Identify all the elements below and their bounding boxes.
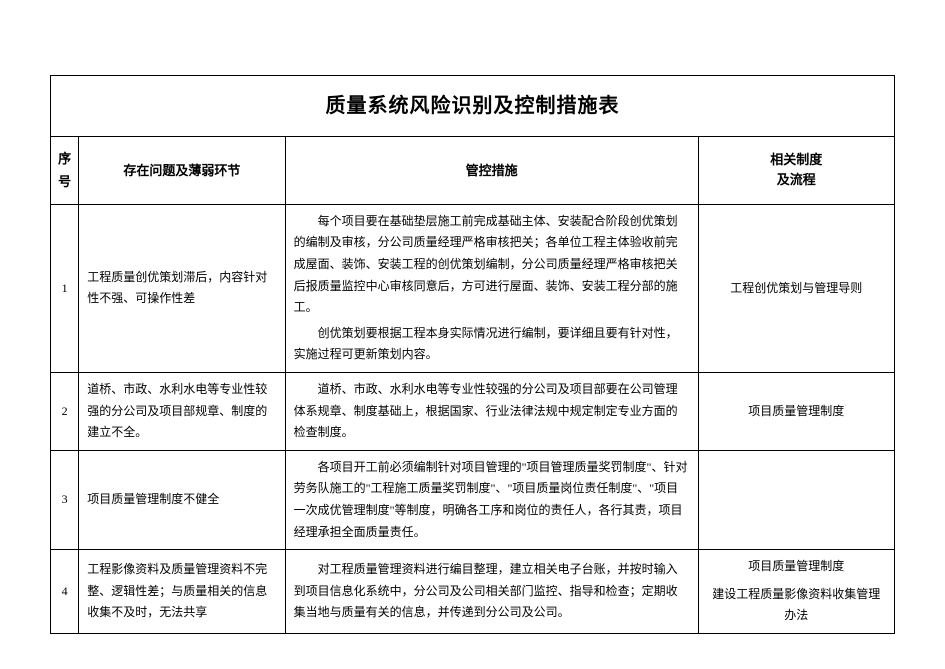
table-row: 4 工程影像资料及质量管理资料不完整、逻辑性差；与质量相关的信息收集不及时，无法… [51,550,895,634]
table-row: 1 工程质量创优策划滞后，内容针对性不强、可操作性差 每个项目要在基础垫层施工前… [51,204,895,372]
cell-measure: 道桥、市政、水利水电等专业性较强的分公司及项目部要在公司管理体系规章、制度基础上… [285,372,698,450]
header-row: 序号 存在问题及薄弱环节 管控措施 相关制度 及流程 [51,137,895,205]
header-system-line2: 及流程 [703,170,890,191]
cell-problem: 工程质量创优策划滞后，内容针对性不强、可操作性差 [79,204,285,372]
document-page: 质量系统风险识别及控制措施表 序号 存在问题及薄弱环节 管控措施 相关制度 及流… [50,75,895,634]
cell-measure: 对工程质量管理资料进行编目整理，建立相关电子台账，并按时输入到项目信息化系统中，… [285,550,698,634]
measure-paragraph: 每个项目要在基础垫层施工前完成基础主体、安装配合阶段创优策划的编制及审核，分公司… [294,211,690,319]
header-system: 相关制度 及流程 [698,137,894,205]
table-row: 3 项目质量管理制度不健全 各项目开工前必须编制针对项目管理的"项目管理质量奖罚… [51,450,895,549]
measure-paragraph: 创优策划要根据工程本身实际情况进行编制，要详细且要有针对性，实施过程可更新策划内… [294,323,690,366]
cell-problem: 项目质量管理制度不健全 [79,450,285,549]
risk-control-table: 质量系统风险识别及控制措施表 序号 存在问题及薄弱环节 管控措施 相关制度 及流… [50,75,895,634]
cell-system: 工程创优策划与管理导则 [698,204,894,372]
cell-problem: 道桥、市政、水利水电等专业性较强的分公司及项目部规章、制度的建立不全。 [79,372,285,450]
header-system-line1: 相关制度 [703,150,890,171]
header-seq: 序号 [51,137,79,205]
system-paragraph: 项目质量管理制度 [707,556,886,578]
table-row: 2 道桥、市政、水利水电等专业性较强的分公司及项目部规章、制度的建立不全。 道桥… [51,372,895,450]
title-row: 质量系统风险识别及控制措施表 [51,76,895,137]
cell-measure: 各项目开工前必须编制针对项目管理的"项目管理质量奖罚制度"、针对劳务队施工的"工… [285,450,698,549]
cell-system [698,450,894,549]
measure-paragraph: 各项目开工前必须编制针对项目管理的"项目管理质量奖罚制度"、针对劳务队施工的"工… [294,457,690,543]
header-measure: 管控措施 [285,137,698,205]
measure-paragraph: 道桥、市政、水利水电等专业性较强的分公司及项目部要在公司管理体系规章、制度基础上… [294,379,690,444]
cell-seq: 4 [51,550,79,634]
measure-paragraph: 对工程质量管理资料进行编目整理，建立相关电子台账，并按时输入到项目信息化系统中，… [294,559,690,624]
system-paragraph: 建设工程质量影像资料收集管理办法 [707,584,886,627]
table-title: 质量系统风险识别及控制措施表 [51,76,895,137]
cell-seq: 1 [51,204,79,372]
cell-problem: 工程影像资料及质量管理资料不完整、逻辑性差；与质量相关的信息收集不及时，无法共享 [79,550,285,634]
cell-seq: 2 [51,372,79,450]
cell-system: 项目质量管理制度 [698,372,894,450]
header-problem: 存在问题及薄弱环节 [79,137,285,205]
cell-system: 项目质量管理制度 建设工程质量影像资料收集管理办法 [698,550,894,634]
cell-seq: 3 [51,450,79,549]
cell-measure: 每个项目要在基础垫层施工前完成基础主体、安装配合阶段创优策划的编制及审核，分公司… [285,204,698,372]
